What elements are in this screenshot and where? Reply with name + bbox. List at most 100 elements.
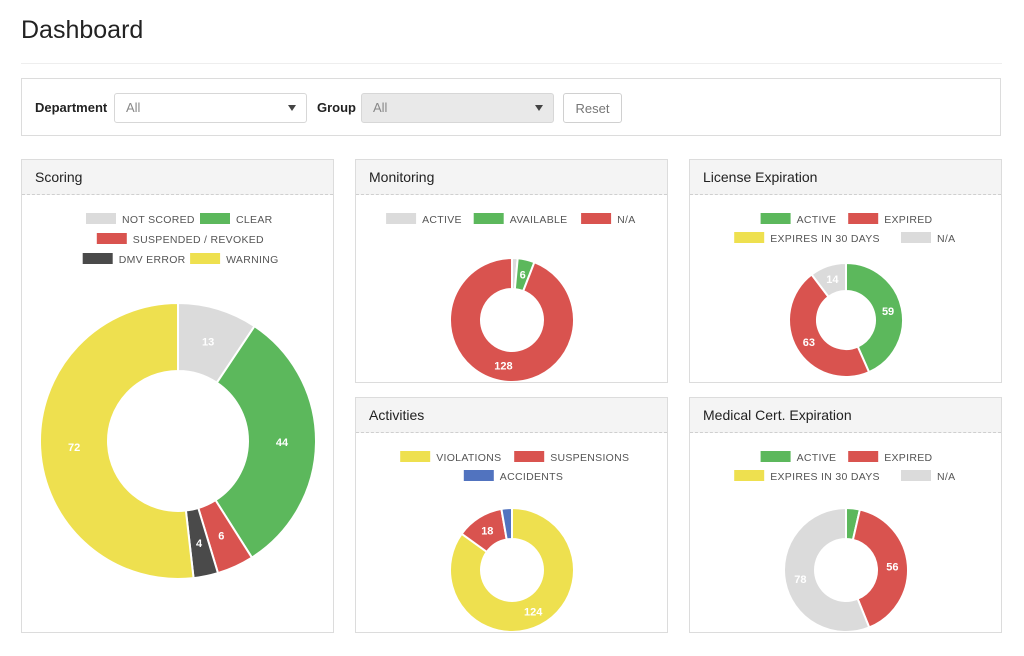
slice-value-label: 13 bbox=[202, 336, 214, 348]
slice-value-label: 128 bbox=[494, 361, 512, 373]
legend-label: DMV ERROR bbox=[119, 254, 186, 266]
legend-item-warning[interactable]: WARNING bbox=[190, 253, 278, 266]
legend-label: SUSPENDED / REVOKED bbox=[133, 234, 264, 246]
legend-label: ACTIVE bbox=[797, 214, 837, 226]
legend-label: ACCIDENTS bbox=[500, 471, 563, 483]
legend-swatch bbox=[82, 253, 113, 264]
legend-label: N/A bbox=[617, 214, 635, 226]
legend-swatch bbox=[848, 213, 879, 224]
legend-item-suspended-revoked[interactable]: SUSPENDED / REVOKED bbox=[96, 233, 264, 246]
legend-item-expired[interactable]: EXPIRED bbox=[848, 451, 932, 464]
legend-label: ACTIVE bbox=[797, 452, 837, 464]
legend-item-dmv-error[interactable]: DMV ERROR bbox=[82, 253, 186, 266]
legend-label: CLEAR bbox=[236, 214, 273, 226]
legend-label: AVAILABLE bbox=[510, 214, 568, 226]
legend-label: WARNING bbox=[226, 254, 278, 266]
chevron-down-icon bbox=[535, 105, 543, 111]
legend-swatch bbox=[514, 451, 545, 462]
legend-label: SUSPENSIONS bbox=[550, 452, 629, 464]
donut-slice-n-a[interactable] bbox=[810, 261, 847, 299]
slice-value-label: 59 bbox=[882, 306, 894, 318]
activities-panel-title: Activities bbox=[356, 398, 667, 433]
legend-label: VIOLATIONS bbox=[436, 452, 501, 464]
monitoring-panel: Monitoring ACTIVE AVAILABLE N/A 6 128 bbox=[355, 159, 668, 383]
legend-item-active[interactable]: ACTIVE bbox=[760, 451, 837, 464]
legend-item-suspensions[interactable]: SUSPENSIONS bbox=[514, 451, 629, 464]
scoring-panel: Scoring NOT SCORED CLEAR SUSPENDED / REVOK… bbox=[21, 159, 334, 633]
license-expiration-panel-title: License Expiration bbox=[690, 160, 1001, 195]
donut-slice-expired[interactable] bbox=[851, 508, 909, 629]
legend-label: EXPIRES IN 30 DAYS bbox=[770, 233, 880, 245]
legend-item-accidents[interactable]: ACCIDENTS bbox=[463, 470, 563, 483]
legend-swatch bbox=[86, 213, 116, 224]
department-label: Department bbox=[35, 100, 108, 115]
donut-slice-accidents[interactable] bbox=[500, 506, 513, 541]
slice-value-label: 56 bbox=[886, 561, 898, 573]
legend-swatch bbox=[190, 253, 221, 264]
donut-slice-warning[interactable] bbox=[39, 301, 195, 580]
monitoring-chart: ACTIVE AVAILABLE N/A 6 128 bbox=[386, 213, 635, 382]
legend-label: EXPIRED bbox=[884, 452, 932, 464]
legend-item-clear[interactable]: CLEAR bbox=[200, 213, 273, 226]
legend-item-not-scored[interactable]: NOT SCORED bbox=[86, 213, 195, 226]
slice-value-label: 18 bbox=[481, 526, 493, 538]
legend-swatch bbox=[96, 233, 127, 244]
donut-slice-expired[interactable] bbox=[788, 273, 871, 378]
medical-cert-panel-title: Medical Cert. Expiration bbox=[690, 398, 1001, 433]
reset-button[interactable]: Reset bbox=[563, 93, 622, 123]
legend-swatch bbox=[848, 451, 879, 462]
legend-item-n-a[interactable]: N/A bbox=[901, 232, 955, 245]
legend-swatch bbox=[581, 213, 612, 224]
scoring-panel-title: Scoring bbox=[22, 160, 333, 195]
group-select[interactable]: All bbox=[361, 93, 554, 123]
donut-slice-clear[interactable] bbox=[214, 324, 317, 559]
legend-swatch bbox=[760, 213, 791, 224]
legend-item-expired[interactable]: EXPIRED bbox=[848, 213, 932, 226]
legend-swatch bbox=[734, 470, 765, 481]
donut-slice-active[interactable] bbox=[845, 261, 904, 374]
legend-label: N/A bbox=[937, 233, 955, 245]
slice-value-label: 6 bbox=[218, 531, 224, 543]
legend-swatch bbox=[200, 213, 230, 224]
license-expiration-panel: License Expiration ACTIVE EXPIRED EXPIRES … bbox=[689, 159, 1002, 383]
legend-item-active[interactable]: ACTIVE bbox=[386, 213, 462, 226]
legend-item-n-a[interactable]: N/A bbox=[581, 213, 635, 226]
donut-slice-violations[interactable] bbox=[449, 506, 575, 632]
legend-swatch bbox=[473, 213, 504, 224]
legend-label: EXPIRES IN 30 DAYS bbox=[770, 471, 880, 483]
legend-label: ACTIVE bbox=[422, 214, 462, 226]
donut-slice-n-a[interactable] bbox=[449, 256, 575, 382]
slice-value-label: 44 bbox=[276, 437, 289, 449]
page-title: Dashboard bbox=[21, 16, 144, 44]
legend-item-active[interactable]: ACTIVE bbox=[760, 213, 837, 226]
legend-swatch bbox=[760, 451, 791, 462]
chevron-down-icon bbox=[288, 105, 296, 111]
slice-value-label: 14 bbox=[826, 274, 839, 286]
legend-label: N/A bbox=[937, 471, 955, 483]
department-select-value: All bbox=[126, 100, 141, 115]
monitoring-panel-title: Monitoring bbox=[356, 160, 667, 195]
legend-item-expires-in-30-days[interactable]: EXPIRES IN 30 DAYS bbox=[734, 470, 880, 483]
legend-item-violations[interactable]: VIOLATIONS bbox=[400, 451, 501, 464]
activities-chart: VIOLATIONS SUSPENSIONS ACCIDENTS 124 18 bbox=[400, 451, 629, 632]
legend-item-expires-in-30-days[interactable]: EXPIRES IN 30 DAYS bbox=[734, 232, 880, 245]
slice-value-label: 63 bbox=[803, 337, 815, 349]
group-label: Group bbox=[317, 100, 356, 115]
legend-label: EXPIRED bbox=[884, 214, 932, 226]
legend-item-available[interactable]: AVAILABLE bbox=[473, 213, 568, 226]
title-divider bbox=[21, 63, 1002, 64]
slice-value-label: 6 bbox=[520, 270, 526, 282]
scoring-chart: NOT SCORED CLEAR SUSPENDED / REVOKED DMV ER… bbox=[39, 213, 317, 580]
legend-item-n-a[interactable]: N/A bbox=[901, 470, 955, 483]
legend-swatch bbox=[400, 451, 431, 462]
filter-bar: Department All Group All Reset bbox=[21, 78, 1001, 136]
slice-value-label: 72 bbox=[68, 442, 80, 454]
license-expiration-chart: ACTIVE EXPIRED EXPIRES IN 30 DAYS N/A 59 63 14 bbox=[734, 213, 955, 378]
slice-value-label: 124 bbox=[524, 606, 543, 618]
department-select[interactable]: All bbox=[114, 93, 307, 123]
slice-value-label: 4 bbox=[196, 538, 203, 550]
legend-label: NOT SCORED bbox=[122, 214, 195, 226]
donut-slice-n-a[interactable] bbox=[783, 506, 871, 632]
medical-cert-chart: ACTIVE EXPIRED EXPIRES IN 30 DAYS N/A 56 78 bbox=[734, 451, 955, 632]
legend-swatch bbox=[901, 470, 931, 481]
